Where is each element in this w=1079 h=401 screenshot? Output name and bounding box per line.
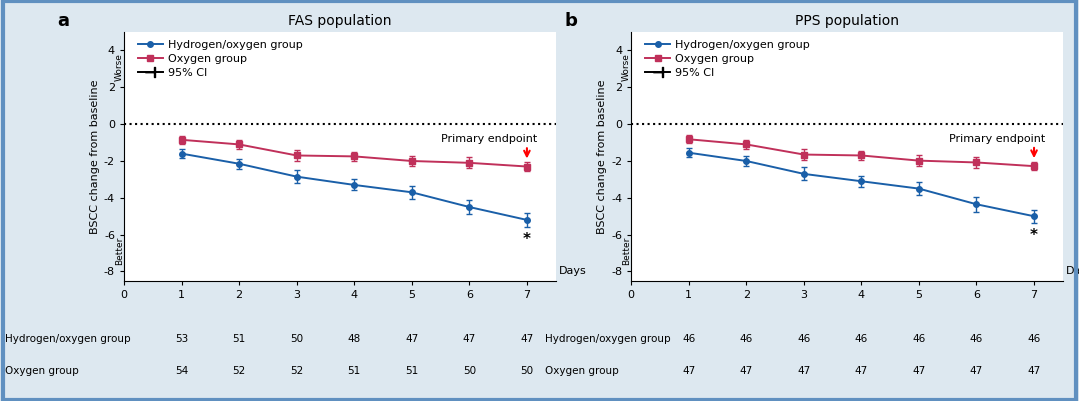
Text: 47: 47 (520, 334, 533, 344)
Text: 50: 50 (520, 366, 533, 376)
Text: 51: 51 (406, 366, 419, 376)
Text: 50: 50 (290, 334, 303, 344)
Text: Primary endpoint: Primary endpoint (948, 134, 1044, 144)
Text: 47: 47 (406, 334, 419, 344)
Text: *: * (1030, 228, 1038, 243)
Text: Days: Days (559, 267, 586, 277)
Legend: Hydrogen/oxygen group, Oxygen group, 95% CI: Hydrogen/oxygen group, Oxygen group, 95%… (138, 40, 303, 78)
Text: 50: 50 (463, 366, 476, 376)
Y-axis label: BSCC change from baseline: BSCC change from baseline (90, 79, 99, 234)
Text: Hydrogen/oxygen group: Hydrogen/oxygen group (5, 334, 131, 344)
Text: a: a (57, 12, 69, 30)
Text: 46: 46 (1027, 334, 1040, 344)
Text: b: b (564, 12, 577, 30)
Text: Worse: Worse (623, 53, 631, 81)
Text: Oxygen group: Oxygen group (545, 366, 618, 376)
Text: 46: 46 (913, 334, 926, 344)
Text: 52: 52 (233, 366, 246, 376)
Text: Hydrogen/oxygen group: Hydrogen/oxygen group (545, 334, 670, 344)
Text: Better: Better (115, 237, 124, 265)
Text: 46: 46 (740, 334, 753, 344)
Text: 52: 52 (290, 366, 303, 376)
Text: 48: 48 (347, 334, 360, 344)
Text: Primary endpoint: Primary endpoint (441, 134, 537, 144)
Text: 47: 47 (463, 334, 476, 344)
Y-axis label: BSCC change from baseline: BSCC change from baseline (597, 79, 606, 234)
Text: 47: 47 (682, 366, 695, 376)
Text: 46: 46 (970, 334, 983, 344)
Text: Worse: Worse (115, 53, 124, 81)
Text: 51: 51 (347, 366, 360, 376)
Text: 54: 54 (175, 366, 188, 376)
Text: 46: 46 (855, 334, 868, 344)
Text: 47: 47 (913, 366, 926, 376)
Text: 47: 47 (797, 366, 810, 376)
Legend: Hydrogen/oxygen group, Oxygen group, 95% CI: Hydrogen/oxygen group, Oxygen group, 95%… (645, 40, 810, 78)
Text: 47: 47 (855, 366, 868, 376)
Text: Better: Better (623, 237, 631, 265)
Text: 46: 46 (797, 334, 810, 344)
Title: PPS population: PPS population (795, 14, 899, 28)
Text: 46: 46 (682, 334, 695, 344)
Text: Days: Days (1066, 267, 1079, 277)
Text: Oxygen group: Oxygen group (5, 366, 79, 376)
Title: FAS population: FAS population (288, 14, 392, 28)
Text: 51: 51 (233, 334, 246, 344)
Text: 47: 47 (1027, 366, 1040, 376)
Text: 53: 53 (175, 334, 188, 344)
Text: 47: 47 (970, 366, 983, 376)
Text: 47: 47 (740, 366, 753, 376)
Text: *: * (523, 233, 531, 247)
